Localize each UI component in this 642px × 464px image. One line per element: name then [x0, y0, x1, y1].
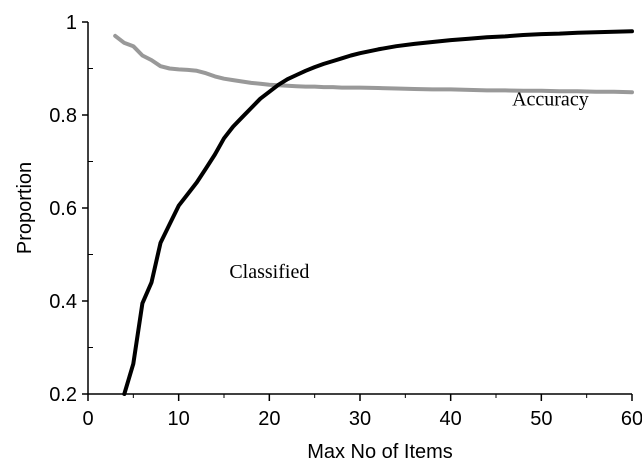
- x-tick-label: 50: [530, 408, 552, 430]
- y-tick-label: 0.6: [49, 198, 77, 220]
- x-tick-label: 30: [349, 408, 371, 430]
- series-layer: [113, 29, 634, 396]
- annotation-layer: Accuracy Classified: [229, 89, 588, 283]
- series-line-accuracy: [113, 33, 634, 95]
- x-tick-label: 40: [440, 408, 462, 430]
- y-axis-title: Proportion: [14, 162, 36, 254]
- series-label-accuracy: Accuracy: [512, 89, 589, 111]
- x-axis-title: Max No of Items: [307, 441, 453, 463]
- labels-layer: Max No of Items Proportion: [14, 162, 453, 463]
- y-tick-label: 0.2: [49, 384, 77, 406]
- axes-layer: [87, 22, 632, 395]
- ticks-layer: 0 10 20 30 40 50 60 0.2 0.4 0.6 0.8 1: [49, 12, 642, 430]
- x-tick-label: 0: [82, 408, 93, 430]
- x-tick-label: 10: [168, 408, 190, 430]
- x-tick-label: 20: [258, 408, 280, 430]
- y-tick-label: 0.4: [49, 291, 77, 313]
- y-tick-label: 1: [66, 12, 77, 34]
- series-line-classified: [122, 29, 634, 396]
- series-label-classified: Classified: [229, 261, 309, 283]
- x-tick-label: 60: [621, 408, 642, 430]
- y-tick-label: 0.8: [49, 105, 77, 127]
